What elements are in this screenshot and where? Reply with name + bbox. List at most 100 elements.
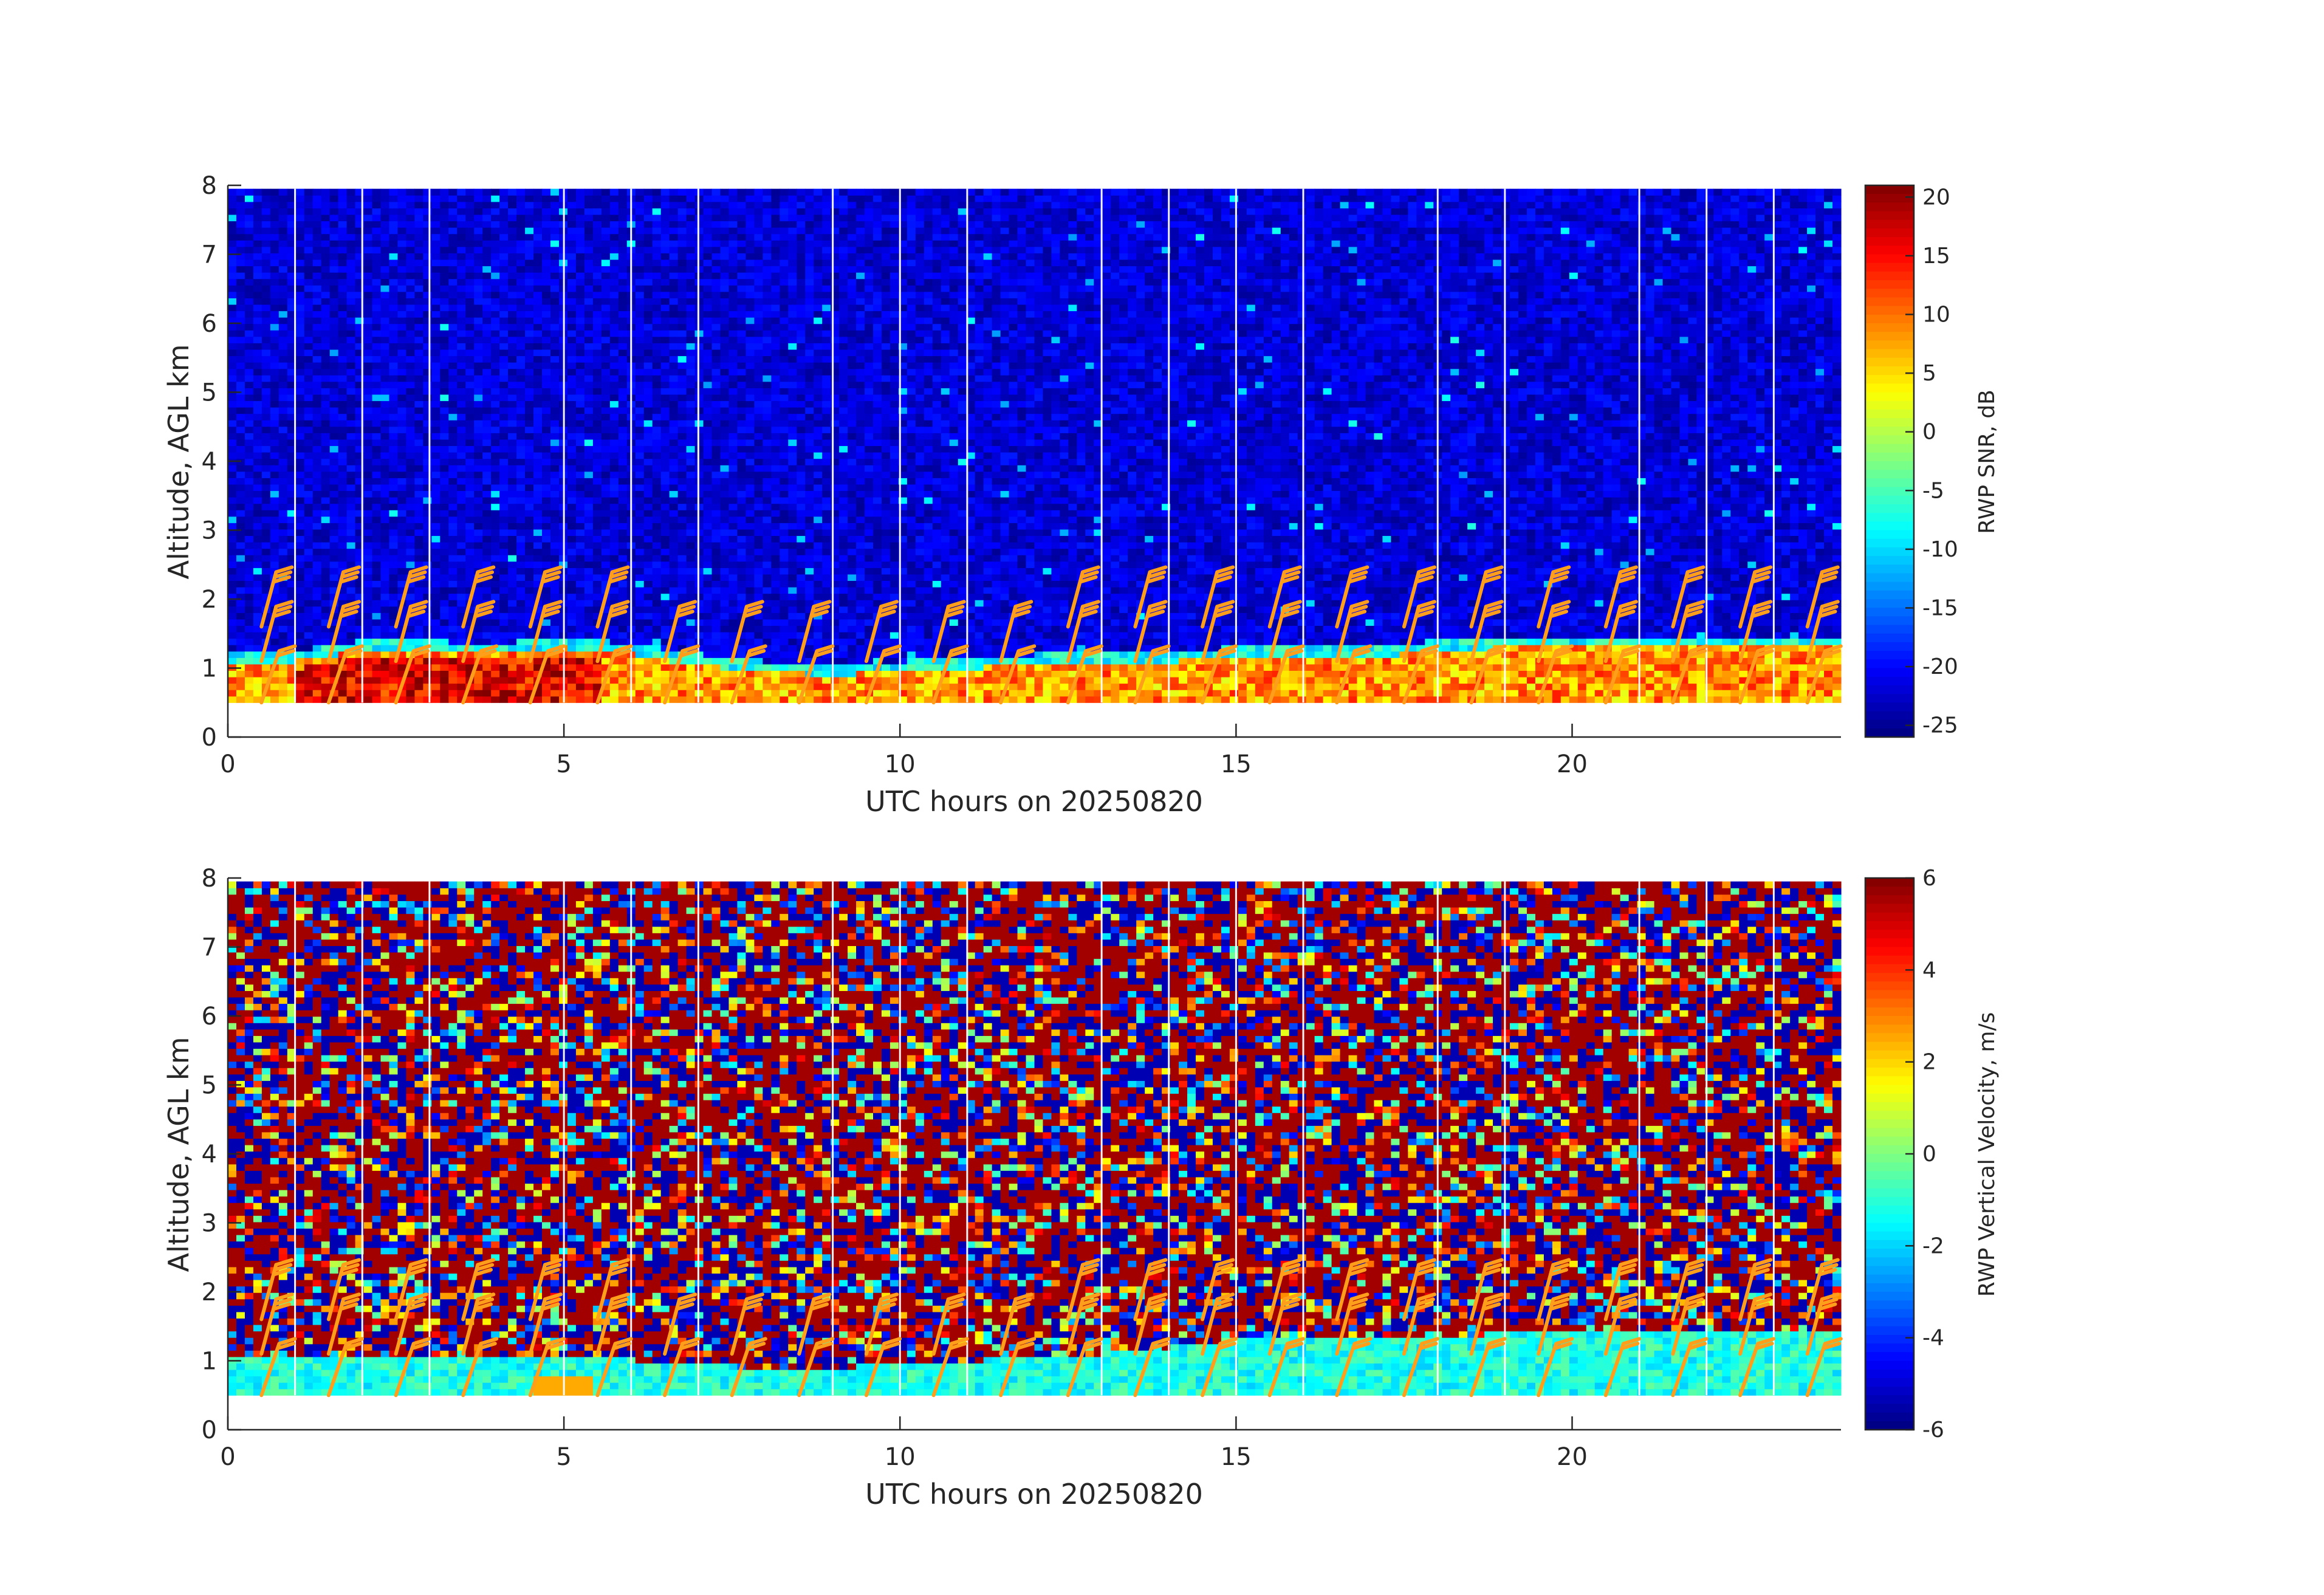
heatmap-cell xyxy=(575,285,585,292)
heatmap-cell xyxy=(346,490,356,498)
heatmap-cell xyxy=(575,510,585,517)
heatmap-cell xyxy=(508,606,517,613)
heatmap-cell xyxy=(703,471,713,478)
heatmap-cell xyxy=(592,542,602,549)
heatmap-cell xyxy=(499,240,509,247)
heatmap-cell xyxy=(491,266,500,273)
heatmap-cell xyxy=(720,555,730,562)
heatmap-cell xyxy=(542,445,551,453)
heatmap-cell xyxy=(346,690,356,697)
heatmap-cell xyxy=(270,388,279,395)
heatmap-cell xyxy=(618,433,628,440)
heatmap-cell xyxy=(720,690,730,697)
heatmap-cell xyxy=(669,349,679,357)
heatmap-cell xyxy=(253,195,262,202)
heatmap-cell xyxy=(380,574,390,581)
heatmap-cell xyxy=(618,278,628,286)
heatmap-cell xyxy=(567,208,577,215)
heatmap-cell xyxy=(406,503,416,510)
heatmap-cell xyxy=(406,362,416,369)
heatmap-cell xyxy=(312,298,322,305)
heatmap-cell xyxy=(660,394,670,402)
heatmap-cell xyxy=(482,548,492,555)
heatmap-cell xyxy=(618,317,628,324)
heatmap-cell xyxy=(660,233,670,241)
heatmap-cell xyxy=(355,465,365,472)
heatmap-cell xyxy=(363,452,373,459)
heatmap-cell xyxy=(482,349,492,357)
heatmap-cell xyxy=(312,349,322,357)
heatmap-cell xyxy=(295,375,305,382)
heatmap-cell xyxy=(491,394,500,402)
heatmap-cell xyxy=(278,683,288,690)
heatmap-cell xyxy=(660,535,670,543)
heatmap-cell xyxy=(278,214,288,222)
heatmap-cell xyxy=(304,555,314,562)
heatmap-cell xyxy=(660,214,670,222)
heatmap-cell xyxy=(270,317,279,324)
heatmap-cell xyxy=(329,651,339,658)
heatmap-cell xyxy=(414,375,423,382)
heatmap-cell xyxy=(669,343,679,350)
heatmap-cell xyxy=(380,188,390,196)
heatmap-cell xyxy=(703,542,713,549)
heatmap-cell xyxy=(278,580,288,588)
heatmap-cell xyxy=(652,580,662,588)
heatmap-cell xyxy=(720,651,730,658)
heatmap-cell xyxy=(287,452,296,459)
heatmap-cell xyxy=(711,227,721,235)
heatmap-cell xyxy=(372,298,382,305)
heatmap-cell xyxy=(728,253,738,260)
heatmap-cell xyxy=(423,233,432,241)
heatmap-cell xyxy=(720,484,730,492)
heatmap-cell xyxy=(261,529,271,537)
heatmap-cell xyxy=(550,246,560,253)
heatmap-cell xyxy=(609,413,619,420)
heatmap-cell xyxy=(618,330,628,337)
heatmap-cell xyxy=(295,664,305,671)
heatmap-cell xyxy=(669,195,679,202)
heatmap-cell xyxy=(575,503,585,510)
heatmap-cell xyxy=(660,503,670,510)
heatmap-cell xyxy=(414,452,423,459)
heatmap-cell xyxy=(635,478,645,485)
heatmap-cell xyxy=(465,310,475,318)
heatmap-cell xyxy=(737,676,746,684)
heatmap-cell xyxy=(567,676,577,684)
heatmap-cell xyxy=(567,574,577,581)
heatmap-cell xyxy=(542,645,551,652)
heatmap-cell xyxy=(703,240,713,247)
heatmap-cell xyxy=(304,413,314,420)
heatmap-cell xyxy=(389,195,399,202)
heatmap-cell xyxy=(584,285,594,292)
heatmap-cell xyxy=(236,208,245,215)
heatmap-cell xyxy=(584,214,594,222)
heatmap-cell xyxy=(244,458,254,465)
heatmap-cell xyxy=(431,587,440,594)
heatmap-cell xyxy=(643,516,653,523)
heatmap-cell xyxy=(525,452,534,459)
heatmap-cell xyxy=(652,593,662,600)
heatmap-cell xyxy=(312,439,322,447)
heatmap-cell xyxy=(516,484,526,492)
heatmap-cell xyxy=(584,355,594,363)
heatmap-cell xyxy=(329,555,339,562)
heatmap-cell xyxy=(643,317,653,324)
heatmap-cell xyxy=(669,221,679,228)
heatmap-cell xyxy=(270,439,279,447)
heatmap-cell xyxy=(491,587,500,594)
heatmap-cell xyxy=(346,497,356,504)
heatmap-cell xyxy=(592,548,602,555)
heatmap-cell xyxy=(465,465,475,472)
heatmap-cell xyxy=(228,336,237,343)
heatmap-cell xyxy=(601,645,611,652)
heatmap-cell xyxy=(304,227,314,235)
heatmap-cell xyxy=(278,407,288,414)
heatmap-cell xyxy=(363,336,373,343)
heatmap-cell xyxy=(423,484,432,492)
heatmap-cell xyxy=(516,349,526,357)
heatmap-cell xyxy=(228,266,237,273)
heatmap-cell xyxy=(295,413,305,420)
heatmap-cell xyxy=(380,548,390,555)
heatmap-cell xyxy=(380,580,390,588)
